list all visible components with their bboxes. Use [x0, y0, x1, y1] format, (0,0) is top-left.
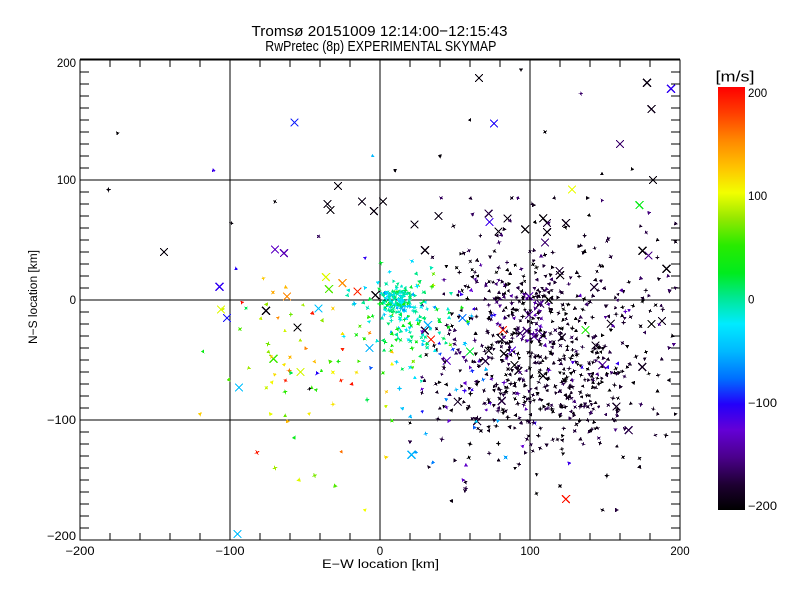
svg-text:0: 0 [748, 295, 754, 307]
svg-text:[m/s]: [m/s] [716, 69, 755, 86]
svg-text:100: 100 [748, 191, 767, 203]
svg-text:Tromsø 20151009 12:14:00−12:1: Tromsø 20151009 12:14:00−12:15:43 [252, 23, 508, 40]
svg-text:−200: −200 [47, 531, 76, 543]
svg-text:E−W location [km]: E−W location [km] [322, 559, 439, 571]
svg-text:−100: −100 [216, 546, 245, 558]
svg-text:RwPretec (8p) EXPERIMENTAL SK: RwPretec (8p) EXPERIMENTAL SKYMAP [265, 38, 496, 55]
svg-text:200: 200 [670, 546, 689, 558]
svg-text:−100: −100 [748, 398, 777, 410]
svg-text:−200: −200 [748, 501, 777, 513]
svg-text:N−S location [km]: N−S location [km] [28, 250, 40, 344]
svg-text:200: 200 [57, 58, 76, 70]
svg-text:100: 100 [520, 546, 539, 558]
svg-text:200: 200 [748, 88, 767, 100]
svg-text:0: 0 [377, 546, 383, 558]
svg-text:−200: −200 [66, 546, 95, 558]
svg-text:0: 0 [70, 295, 76, 307]
svg-text:100: 100 [57, 175, 76, 187]
svg-text:−100: −100 [47, 415, 76, 427]
